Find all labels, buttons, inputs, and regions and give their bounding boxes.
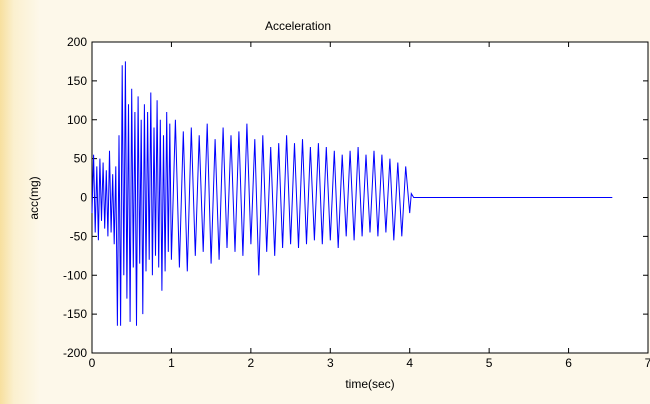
x-tick-label: 3: [327, 356, 334, 370]
x-tick-label: 6: [565, 356, 572, 370]
x-axis-title: time(sec): [345, 377, 394, 391]
y-tick-label: 150: [67, 74, 87, 88]
y-tick-label: 100: [67, 113, 87, 127]
y-tick-label: -150: [63, 307, 87, 321]
x-tick-label: 7: [645, 356, 650, 370]
y-tick-label: 0: [80, 191, 87, 205]
chart-title: Acceleration: [265, 19, 331, 33]
x-tick-label: 4: [406, 356, 413, 370]
x-tick-label: 5: [486, 356, 493, 370]
y-tick-label: 200: [67, 35, 87, 49]
acceleration-series-line: [91, 61, 613, 326]
y-tick-label: -200: [63, 346, 87, 360]
series-layer: [91, 61, 613, 326]
axis-ticks: 0 1 2 3 4 5 6 7 200 150 100 50 0 -50 -100 -150 -200: [63, 35, 650, 370]
y-tick-label: -100: [63, 268, 87, 282]
y-tick-label: 50: [74, 152, 88, 166]
y-axis-title: acc(mg): [27, 176, 41, 219]
x-tick-label: 1: [168, 356, 175, 370]
x-tick-label: 2: [248, 356, 255, 370]
x-tick-label: 0: [89, 356, 96, 370]
y-tick-label: -50: [70, 229, 88, 243]
